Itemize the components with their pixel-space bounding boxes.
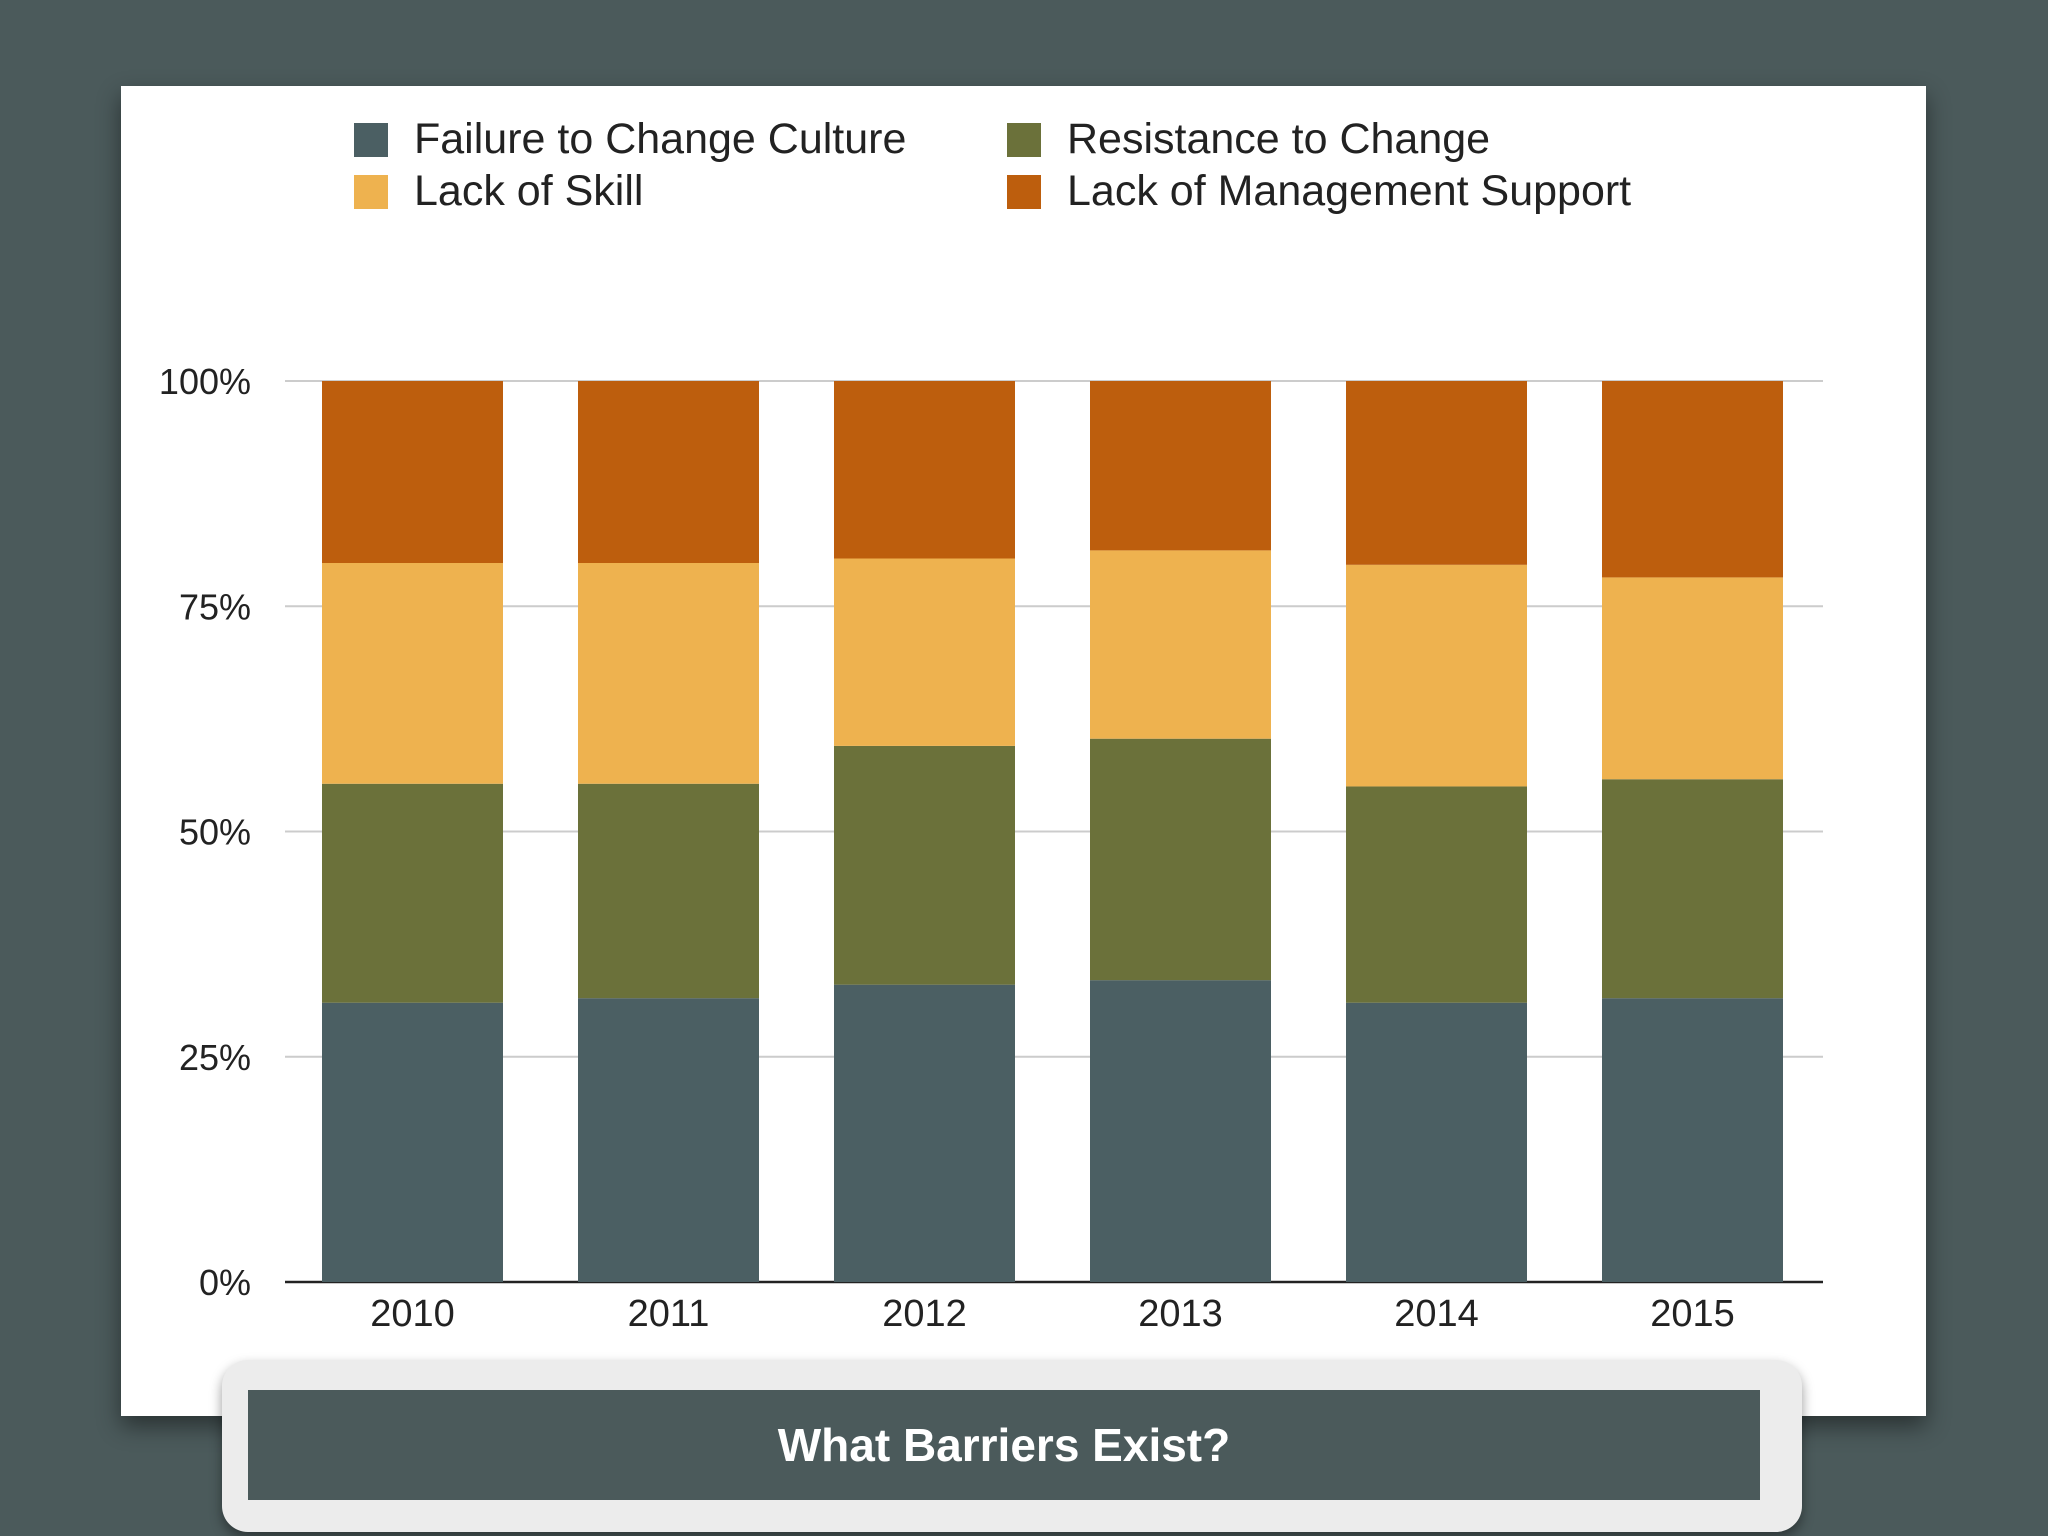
legend-label: Lack of Management Support [1067, 167, 1631, 215]
legend-swatch [1007, 123, 1041, 157]
legend-label: Lack of Skill [414, 167, 643, 215]
bars [322, 381, 1783, 1282]
bar-segment [1346, 564, 1527, 787]
bar-segment [834, 984, 1015, 1282]
bar-segment [1346, 786, 1527, 1003]
x-tick-label: 2014 [1394, 1293, 1479, 1335]
bar-segment [1346, 381, 1527, 565]
x-tick-label: 2012 [882, 1293, 967, 1335]
bar-segment [322, 783, 503, 1003]
bar-segment [1602, 779, 1783, 999]
bar-segment [1602, 381, 1783, 578]
bar-segment [834, 381, 1015, 559]
legend-label: Failure to Change Culture [414, 115, 906, 163]
chart: Failure to Change Culture Resistance to C… [159, 115, 1823, 1335]
banner-title: What Barriers Exist? [777, 1419, 1231, 1471]
legend-label: Resistance to Change [1067, 115, 1490, 163]
y-axis-ticks: 0% 25% 50% 75% 100% [159, 361, 251, 1303]
bar-segment [1090, 381, 1271, 551]
bar-segment [1090, 550, 1271, 739]
bar-segment [322, 381, 503, 564]
bar-segment [1090, 738, 1271, 981]
bar-segment [578, 998, 759, 1282]
legend-swatch [354, 123, 388, 157]
bar-segment [578, 783, 759, 999]
legend: Failure to Change Culture Resistance to C… [354, 115, 1631, 215]
bar-segment [834, 745, 1015, 985]
x-axis-ticks: 2010 2011 2012 2013 2014 2015 [370, 1293, 1735, 1335]
x-tick-label: 2010 [370, 1293, 455, 1335]
bar-segment [834, 558, 1015, 746]
bar-segment [578, 563, 759, 784]
y-tick-label: 25% [179, 1037, 251, 1078]
banner: What Barriers Exist? [248, 1390, 1760, 1500]
bar-segment [1090, 980, 1271, 1282]
bar-segment [322, 563, 503, 784]
bar-segment [1602, 577, 1783, 780]
bar-segment [1602, 998, 1783, 1282]
y-tick-label: 50% [179, 812, 251, 853]
x-tick-label: 2015 [1650, 1293, 1735, 1335]
legend-swatch [1007, 175, 1041, 209]
x-tick-label: 2013 [1138, 1293, 1223, 1335]
x-tick-label: 2011 [628, 1293, 710, 1335]
y-tick-label: 75% [179, 586, 251, 627]
bar-segment [322, 1002, 503, 1282]
bar-segment [578, 381, 759, 564]
legend-swatch [354, 175, 388, 209]
y-tick-label: 100% [159, 361, 251, 402]
grid [285, 380, 1823, 1284]
chart-card: Failure to Change Culture Resistance to C… [121, 86, 1926, 1416]
bar-segment [1346, 1002, 1527, 1282]
y-tick-label: 0% [199, 1262, 251, 1303]
